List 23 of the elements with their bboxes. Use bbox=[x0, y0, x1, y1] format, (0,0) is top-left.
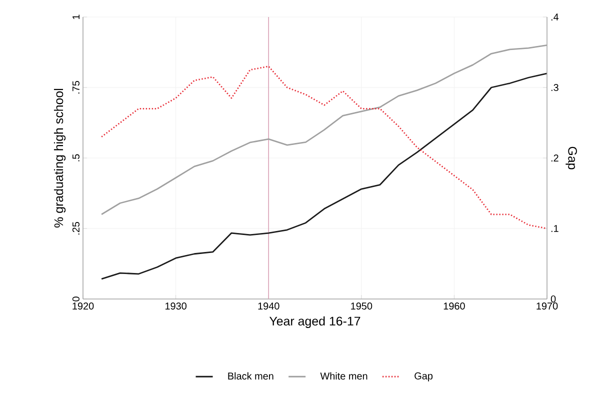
y2-tick-label: .1 bbox=[551, 225, 558, 232]
y-tick-label: 1 bbox=[72, 14, 80, 19]
y-tick-label: .5 bbox=[72, 154, 80, 162]
x-axis-title: Year aged 16-17 bbox=[269, 316, 360, 328]
x-tick-label: 1970 bbox=[536, 302, 558, 310]
legend-label: Black men bbox=[228, 372, 274, 380]
y2-tick-label: .2 bbox=[551, 154, 558, 162]
y2-tick-label: 0 bbox=[550, 295, 556, 303]
x-tick-label: 1920 bbox=[72, 302, 94, 310]
x-tick-label: 1940 bbox=[258, 302, 280, 310]
y-tick-label: .25 bbox=[72, 222, 80, 235]
legend-label: White men bbox=[320, 372, 368, 380]
y2-tick-label: .3 bbox=[551, 84, 558, 92]
x-tick-label: 1950 bbox=[351, 302, 372, 310]
x-tick-label: 1930 bbox=[165, 302, 186, 310]
y-tick-label: .75 bbox=[72, 80, 80, 94]
x-tick-label: 1960 bbox=[444, 302, 465, 310]
y-axis-title: % graduating high school bbox=[54, 88, 66, 228]
line-series bbox=[100, 66, 548, 230]
legend-label: Gap bbox=[414, 372, 433, 382]
y-tick-label: 0 bbox=[72, 296, 80, 302]
y2-tick-label: .4 bbox=[551, 14, 559, 20]
y2-axis-title: Gap bbox=[566, 146, 577, 170]
